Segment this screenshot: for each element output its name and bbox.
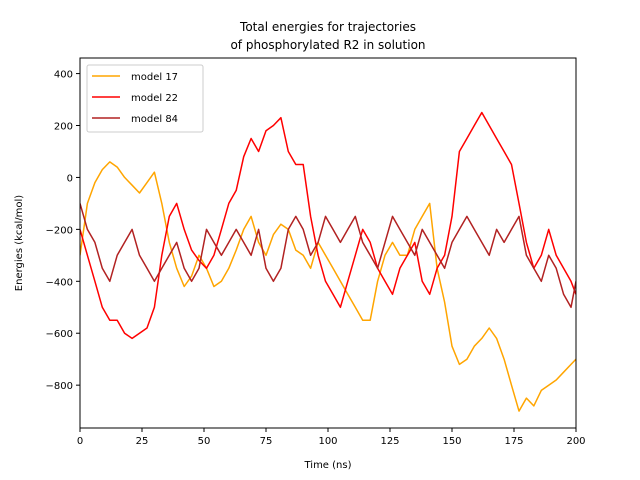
y-tick-label: −600 [46,329,73,340]
y-tick-label: −400 [46,277,73,288]
series-line-model-84 [80,203,576,309]
y-axis-ticks: −800 −600 −400 −200 0 200 400 [46,70,80,392]
x-tick-label: 200 [566,436,585,447]
x-tick-label: 25 [136,436,149,447]
series-layer [80,111,576,412]
chart-title-line-2: of phosphorylated R2 in solution [230,38,425,52]
x-tick-label: 125 [380,436,399,447]
x-tick-label: 50 [198,436,211,447]
legend-label-model-84: model 84 [131,114,178,125]
series-line-model-22 [80,111,576,340]
legend-label-model-22: model 22 [131,93,178,104]
x-tick-label: 150 [442,436,461,447]
series-line-model-17 [80,161,576,412]
plot-area [79,57,577,429]
x-tick-label: 0 [77,436,83,447]
y-tick-label: 0 [67,173,73,184]
legend-label-model-17: model 17 [131,72,178,83]
legend: model 17 model 22 model 84 [86,64,204,133]
y-tick-label: −200 [46,225,73,236]
x-tick-label: 100 [318,436,337,447]
x-axis-label: Time (ns) [303,460,351,471]
x-tick-label: 75 [260,436,273,447]
legend-box [86,64,204,133]
y-axis-label: Energies (kcal/mol) [14,195,25,292]
y-tick-label: 200 [54,122,73,133]
chart-title-line-1: Total energies for trajectories [239,20,416,34]
x-tick-label: 175 [504,436,523,447]
y-tick-label: −800 [46,381,73,392]
x-axis-ticks: 0 25 50 75 100 125 150 175 200 [77,428,586,447]
y-tick-label: 400 [54,70,73,81]
